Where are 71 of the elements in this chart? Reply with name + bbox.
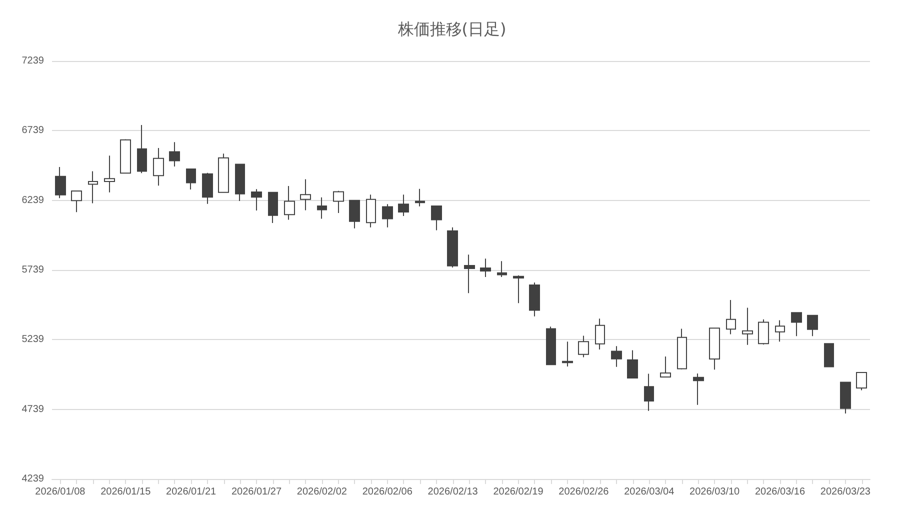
candlestick [758,318,769,346]
candlestick [644,373,654,412]
candlestick [120,138,131,174]
x-tick-label: 2026/01/27 [231,486,282,498]
chart-title: 株価推移(日足) [396,20,506,38]
candlestick [726,299,736,335]
x-tick-label: 2026/02/19 [493,486,544,498]
candlestick [415,188,425,207]
candlestick [807,314,818,337]
candlestick [88,170,98,204]
candlestick [218,153,229,193]
candlestick [546,326,556,366]
candlestick [660,356,671,378]
candlestick [317,196,327,220]
candlestick [677,328,687,370]
y-tick-label: 4739 [22,404,44,415]
candlestick [513,274,524,304]
candlestick [186,168,196,190]
candlestick [578,335,589,358]
x-tick-label: 2026/03/10 [690,486,740,498]
y-tick-label: 6239 [22,194,44,206]
candlestick [71,190,82,213]
candlestick [627,350,638,378]
y-tick-label: 6739 [22,125,44,136]
candlestick [464,254,475,294]
candlestick [137,124,147,174]
y-tick-label: 7239 [22,56,44,66]
candlestick [268,192,278,224]
x-tick-label: 2026/02/06 [362,486,413,498]
candlestick [791,312,802,337]
candlestick [775,320,785,342]
candlestick [366,194,376,228]
x-tick-label: 2026/01/08 [35,486,86,498]
candlestick [169,142,180,167]
candlestick [55,166,66,199]
candlestick [742,307,753,346]
candlestick [840,382,851,414]
candlestick [693,373,704,406]
candlestick [709,328,720,370]
candlestick [300,178,311,211]
candlestick [398,194,409,216]
candlestick [333,190,344,214]
candlestick [447,226,458,268]
candlestick [431,206,442,231]
candlestick [529,282,540,317]
candlestick [104,155,115,193]
x-tick-label: 2026/01/21 [166,486,217,498]
candlestick [202,172,213,204]
candlestick [562,341,573,368]
candlestick [235,164,245,202]
y-tick-label: 5739 [22,264,44,276]
x-tick-label: 2026/03/16 [754,486,806,498]
candlestick [153,147,164,186]
y-tick-label: 4239 [22,474,44,484]
x-tick-label: 2026/01/15 [100,486,152,498]
candlestick [856,372,867,391]
candlestick [284,185,295,220]
x-tick-label: 2026/03/23 [820,486,871,498]
x-tick-label: 2026/03/04 [624,486,675,498]
candlestick [497,260,507,278]
candlestick [824,343,834,368]
x-tick-label: 2026/02/13 [428,486,478,498]
candlestick [251,188,262,212]
x-tick-label: 2026/02/02 [296,486,348,498]
candlestick [480,258,491,278]
y-tick-label: 5239 [22,334,44,346]
candlestick [349,200,360,229]
x-tick-label: 2026/02/26 [558,486,610,498]
candlestick [595,318,605,350]
candlestick [611,346,622,368]
candlestick [382,204,393,228]
